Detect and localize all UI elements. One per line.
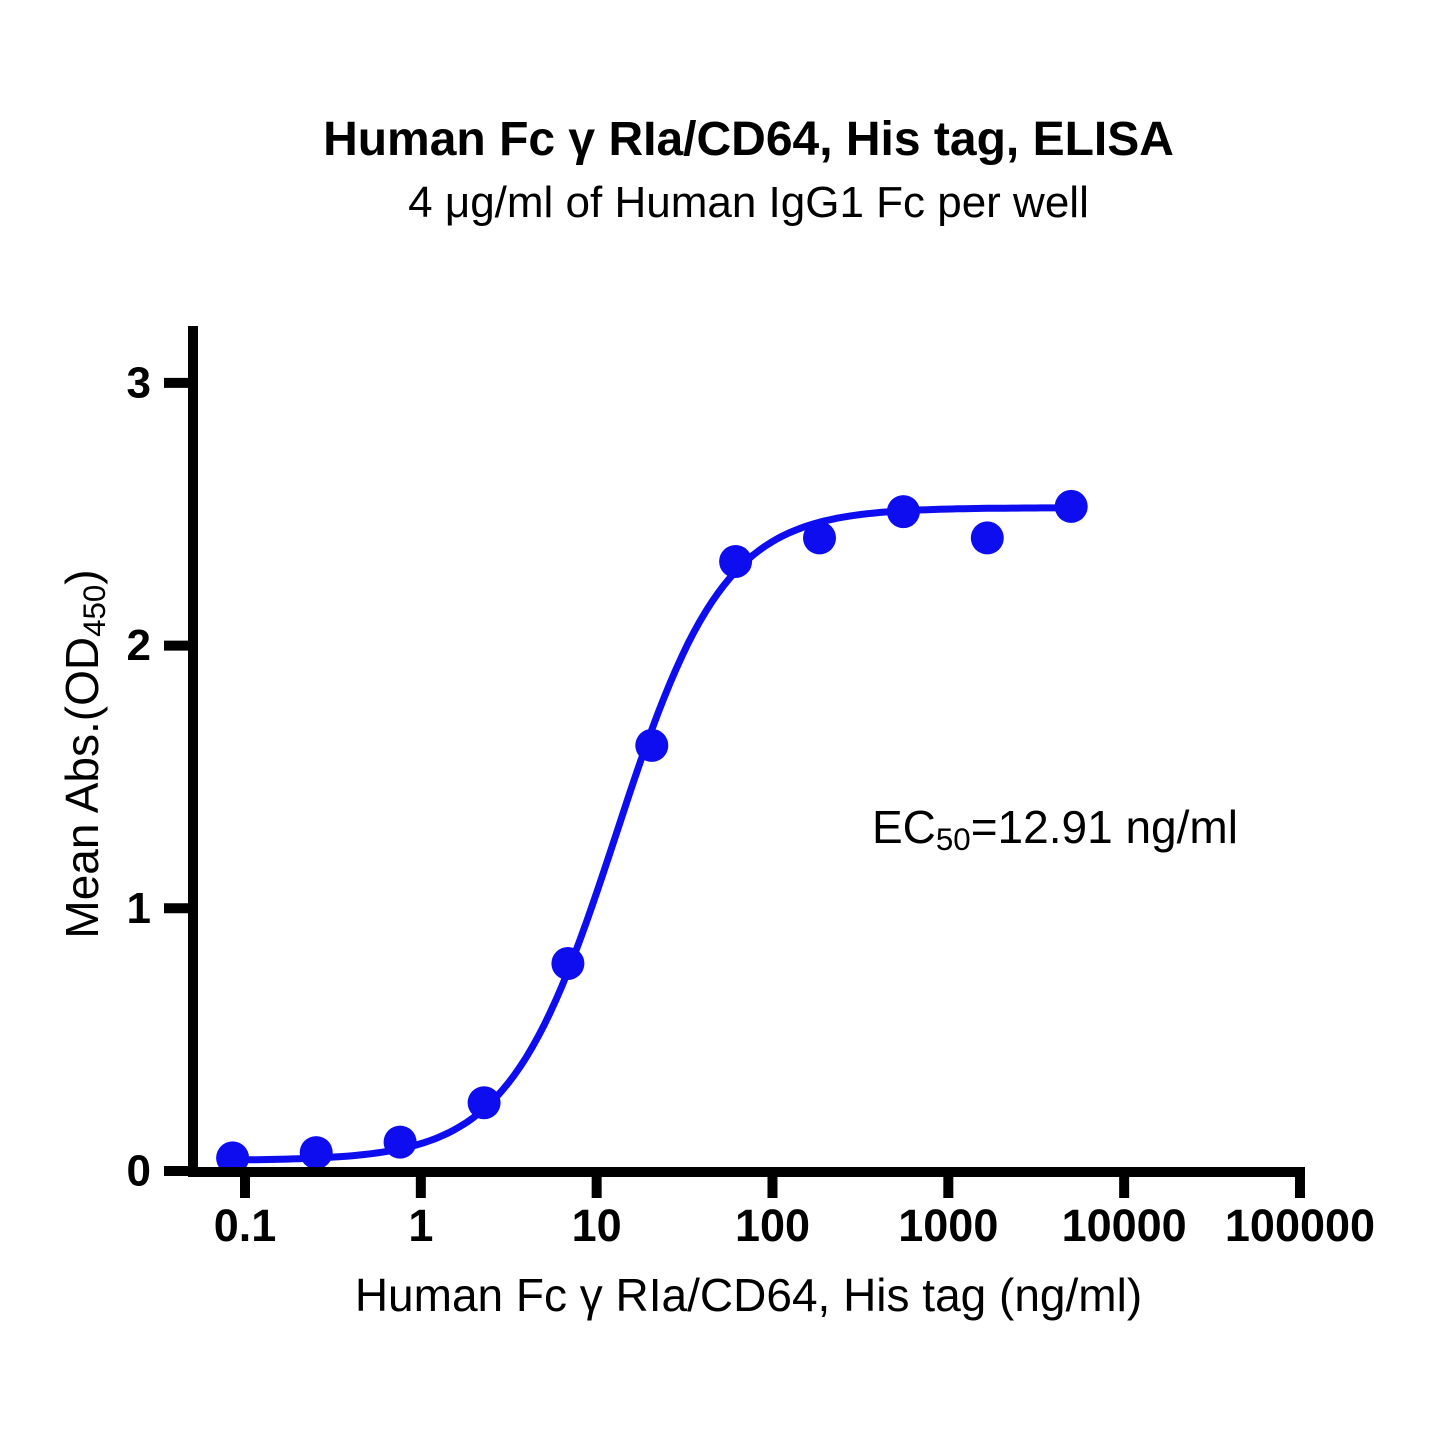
y-tick-label: 0 — [127, 1147, 151, 1196]
x-tick-label: 1 — [408, 1200, 433, 1251]
data-point — [467, 1086, 501, 1120]
chart-title: Human Fc γ RIa/CD64, His tag, ELISA — [323, 113, 1174, 166]
ec50-annotation: EC50=12.91 ng/ml — [872, 800, 1238, 857]
x-axis-title: Human Fc γ RIa/CD64, His tag (ng/ml) — [354, 1269, 1143, 1321]
data-point — [635, 728, 669, 762]
data-point — [886, 495, 920, 529]
data-point — [383, 1125, 417, 1159]
x-tick-label: 100 — [735, 1200, 810, 1251]
data-point — [970, 521, 1004, 555]
y-tick-label: 2 — [127, 621, 151, 670]
x-tick-label: 10000 — [1062, 1200, 1187, 1251]
chart-subtitle: 4 μg/ml of Human IgG1 Fc per well — [408, 178, 1089, 227]
y-tick-label: 1 — [127, 884, 151, 933]
x-tick-label: 10 — [572, 1200, 622, 1251]
ec50-value: =12.91 ng/ml — [970, 801, 1238, 853]
data-point — [299, 1136, 333, 1170]
data-point — [551, 947, 585, 980]
ec50-subscript: 50 — [935, 821, 971, 857]
ec50-prefix: EC — [872, 801, 936, 853]
data-point — [216, 1141, 250, 1175]
data-point — [1054, 489, 1088, 523]
data-point — [719, 545, 753, 578]
x-tick-label: 100000 — [1225, 1200, 1375, 1251]
x-tick-label: 1000 — [898, 1200, 998, 1251]
y-tick-label: 3 — [127, 358, 151, 407]
x-tick-label: 0.1 — [214, 1200, 277, 1251]
data-point — [803, 521, 836, 555]
